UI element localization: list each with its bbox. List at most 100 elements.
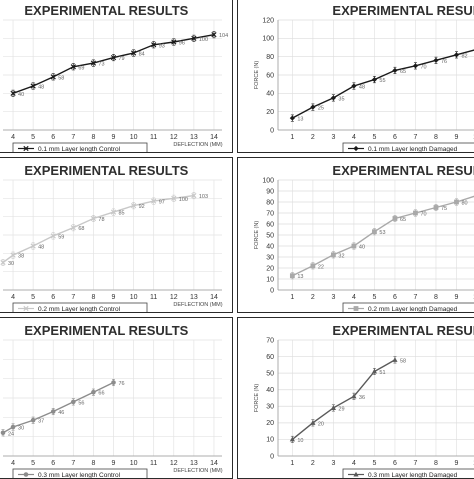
y-tick-label: 50 xyxy=(266,370,274,377)
legend-label: 0.3 mm Layer length Control xyxy=(38,472,121,478)
x-tick-label: 8 xyxy=(434,294,438,301)
legend-label: 0.1 mm Layer length Damaged xyxy=(368,146,458,152)
data-point xyxy=(191,35,197,41)
data-label: 96 xyxy=(179,41,185,47)
x-tick-label: 14 xyxy=(210,460,218,467)
x-tick-label: 5 xyxy=(372,294,376,301)
x-tick-label: 12 xyxy=(170,460,178,467)
legend-box xyxy=(342,142,474,152)
data-point xyxy=(0,259,6,266)
legend-marker xyxy=(353,145,359,152)
data-label: 20 xyxy=(318,421,324,427)
y-tick-label: 90 xyxy=(266,188,274,195)
legend-label: 0.2 mm Layer length Control xyxy=(38,306,121,312)
x-tick-label: 10 xyxy=(130,460,138,467)
data-label: 38 xyxy=(18,254,24,260)
data-label: 97 xyxy=(159,200,165,206)
data-label: 48 xyxy=(38,85,44,91)
data-label: 103 xyxy=(199,194,208,200)
chart-panel-damaged-02: EXPERIMENTAL RESULTS 0 10 20 30 40 50 60 70 80 90 1… xyxy=(237,157,474,313)
chart-panel-damaged-01: EXPERIMENTAL RESULTS 0 20 40 60 80 100 120 1 2 3 4 5… xyxy=(237,0,474,153)
x-tick-label: 3 xyxy=(331,134,335,141)
x-tick-label: 6 xyxy=(51,134,55,141)
data-point xyxy=(151,198,157,204)
y-tick-label: 10 xyxy=(266,437,274,444)
x-tick-label: 7 xyxy=(71,460,75,467)
y-tick-label: 40 xyxy=(266,387,274,394)
data-point xyxy=(191,192,197,199)
data-point xyxy=(392,357,398,362)
x-tick-label: 9 xyxy=(455,134,459,141)
x-tick-label: 12 xyxy=(170,134,178,141)
x-tick-label: 11 xyxy=(150,134,157,141)
data-label: 93 xyxy=(159,43,165,49)
legend-marker xyxy=(23,305,29,312)
y-tick-label: 10 xyxy=(266,276,274,283)
x-axis-title: DEFLECTION (MM) xyxy=(173,468,222,474)
data-label: 32 xyxy=(338,253,344,259)
x-tick-label: 8 xyxy=(91,134,95,141)
data-point xyxy=(110,209,117,215)
data-label: 53 xyxy=(379,230,385,236)
y-tick-label: 40 xyxy=(266,243,274,250)
data-point xyxy=(310,420,316,425)
y-tick-label: 20 xyxy=(266,265,274,272)
chart-panel-damaged-03: EXPERIMENTAL RESULTS 0 10 20 30 40 50 60 70 1 2 3 4 5… xyxy=(237,317,474,479)
x-tick-label: 10 xyxy=(130,134,138,141)
y-tick-label: 0 xyxy=(270,127,274,134)
chart-svg-damaged-01: EXPERIMENTAL RESULTS 0 20 40 60 80 100 120 1 2 3 4 5… xyxy=(254,3,474,152)
data-label: 30 xyxy=(18,426,24,432)
x-tick-label: 9 xyxy=(112,294,116,301)
data-label: 100 xyxy=(199,37,208,43)
y-tick-label: 100 xyxy=(262,36,274,43)
chart-title: EXPERIMENTAL RESULTS xyxy=(24,3,188,18)
x-tick-label: 13 xyxy=(190,460,198,467)
chart-title: EXPERIMENTAL RESULTS xyxy=(332,3,474,18)
series-line xyxy=(2,194,194,264)
y-tick-label: 120 xyxy=(262,17,274,24)
data-point xyxy=(111,380,116,385)
data-point xyxy=(90,215,97,222)
legend-box xyxy=(12,302,148,312)
y-tick-label: 40 xyxy=(266,91,274,98)
x-tick-label: 8 xyxy=(434,134,438,141)
chart-svg-damaged-03: EXPERIMENTAL RESULTS 0 10 20 30 40 50 60 70 1 2 3 4 5… xyxy=(254,323,474,478)
data-point xyxy=(30,83,36,89)
data-label: 85 xyxy=(119,211,125,217)
x-tick-label: 6 xyxy=(393,294,397,301)
y-tick-label: 60 xyxy=(266,354,274,361)
x-tick-label: 3 xyxy=(331,460,335,467)
data-point xyxy=(50,74,56,80)
x-tick-label: 2 xyxy=(311,134,315,141)
x-tick-label: 14 xyxy=(210,294,218,301)
data-point xyxy=(351,83,357,89)
data-point xyxy=(351,243,357,249)
x-tick-label: 7 xyxy=(414,294,418,301)
x-tick-label: 5 xyxy=(31,460,35,467)
x-tick-label: 4 xyxy=(352,134,356,141)
data-label: 84 xyxy=(139,52,145,58)
x-tick-label: 9 xyxy=(455,460,459,467)
legend-box xyxy=(342,302,474,312)
data-point xyxy=(10,252,16,258)
data-label: 65 xyxy=(400,217,406,223)
data-label: 82 xyxy=(461,53,467,59)
data-point xyxy=(91,389,96,395)
data-label: 35 xyxy=(338,96,344,102)
data-label: 76 xyxy=(119,381,125,387)
data-label: 37 xyxy=(38,419,44,425)
data-label: 30 xyxy=(8,261,14,267)
data-label: 70 xyxy=(420,64,426,70)
y-tick-label: 0 xyxy=(270,453,274,460)
y-axis-title: FORCE (N) xyxy=(254,384,260,413)
x-tick-label: 5 xyxy=(372,460,376,467)
y-axis-title: FORCE (N) xyxy=(254,61,260,90)
data-label: 40 xyxy=(359,245,365,251)
series-line xyxy=(291,359,396,440)
legend-marker xyxy=(353,306,359,311)
x-tick-label: 14 xyxy=(210,134,218,141)
data-point xyxy=(392,67,398,74)
x-tick-label: 4 xyxy=(11,460,15,467)
data-point xyxy=(0,430,6,436)
